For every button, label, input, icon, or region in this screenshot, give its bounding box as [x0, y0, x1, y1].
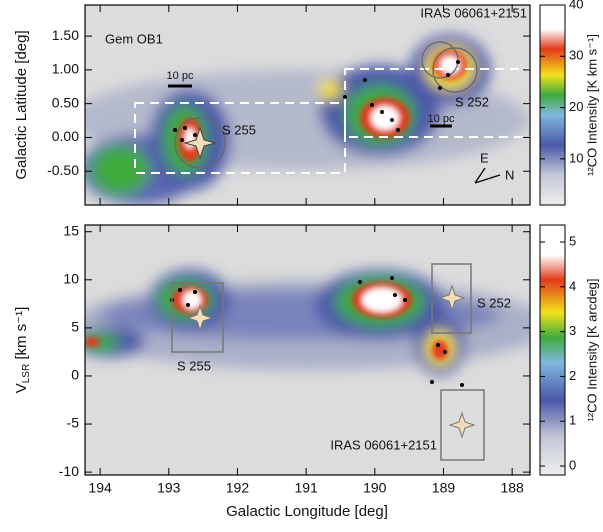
- colorbar-tick-label: 20: [569, 99, 583, 114]
- y-label-sub: LSR: [21, 364, 32, 383]
- colorbar-frame: [539, 224, 566, 476]
- colorbar-frame: [539, 4, 566, 206]
- annotation: S 255: [177, 358, 211, 373]
- colorbar-tick-label: 1: [569, 413, 576, 428]
- colorbar-tick-label: 40: [569, 0, 583, 11]
- colorbar-tick-label: 3: [569, 323, 576, 338]
- annotation: N: [505, 167, 514, 182]
- annotation: Gem OB1: [105, 31, 163, 46]
- x-tick-label: 194: [88, 480, 112, 496]
- colorbar-tick-label: 0: [569, 457, 576, 472]
- plot-frame: [84, 224, 531, 476]
- y-tick-label: 10: [63, 271, 79, 287]
- colorbar-tick-label: 10: [569, 150, 583, 165]
- y-tick-label: 1.50: [52, 27, 79, 43]
- colorbar-tick-label: 2: [569, 368, 576, 383]
- y-tick-label: 0.50: [52, 94, 79, 110]
- x-axis-label: Galactic Longitude [deg]: [226, 503, 388, 520]
- colorbar-label: ¹²CO Intensity [K km s⁻¹]: [584, 34, 599, 176]
- map-bottom: [85, 225, 530, 475]
- y-tick-label: -5: [67, 415, 80, 431]
- y-label-unit: [km s⁻¹]: [13, 307, 30, 364]
- y-tick-label: -10: [59, 463, 79, 479]
- y-tick-label: 0: [71, 367, 79, 383]
- x-tick-label: 191: [294, 480, 318, 496]
- colorbar-tick-label: 5: [569, 233, 576, 248]
- colorbar-label: ¹²CO Intensity [K arcdeg]: [584, 278, 599, 421]
- x-tick-label: 192: [226, 480, 250, 496]
- x-tick-label: 193: [157, 480, 181, 496]
- x-tick-label: 190: [363, 480, 387, 496]
- colorbar-tick-label: 4: [569, 278, 576, 293]
- colorbar-top: [540, 5, 565, 205]
- y-axis-label: Galactic Latitude [deg]: [13, 30, 30, 179]
- annotation: 10 pc: [428, 113, 455, 125]
- x-tick-label: 189: [432, 480, 456, 496]
- y-tick-label: 1.00: [52, 61, 79, 77]
- y-label-main: V: [13, 383, 30, 393]
- annotation: IRAS 06061+2151: [330, 437, 437, 452]
- y-tick-label: 15: [63, 222, 79, 238]
- annotation: S 252: [455, 94, 489, 109]
- annotation: 10 pc: [167, 70, 194, 82]
- y-axis-label: VLSR [km s⁻¹]: [13, 307, 32, 394]
- map-top: [85, 5, 530, 205]
- x-tick-label: 188: [500, 480, 524, 496]
- colorbar-bottom: [540, 225, 565, 475]
- colorbar-tick-label: 30: [569, 48, 583, 63]
- y-tick-label: 0.00: [52, 128, 79, 144]
- annotation: S 252: [477, 295, 511, 310]
- annotation: IRAS 06061+2151: [420, 5, 527, 20]
- plot-frame: [84, 4, 531, 206]
- annotation: S 255: [222, 122, 256, 137]
- y-tick-label: -0.50: [47, 162, 79, 178]
- annotation: E: [480, 150, 489, 165]
- y-tick-label: 5: [71, 319, 79, 335]
